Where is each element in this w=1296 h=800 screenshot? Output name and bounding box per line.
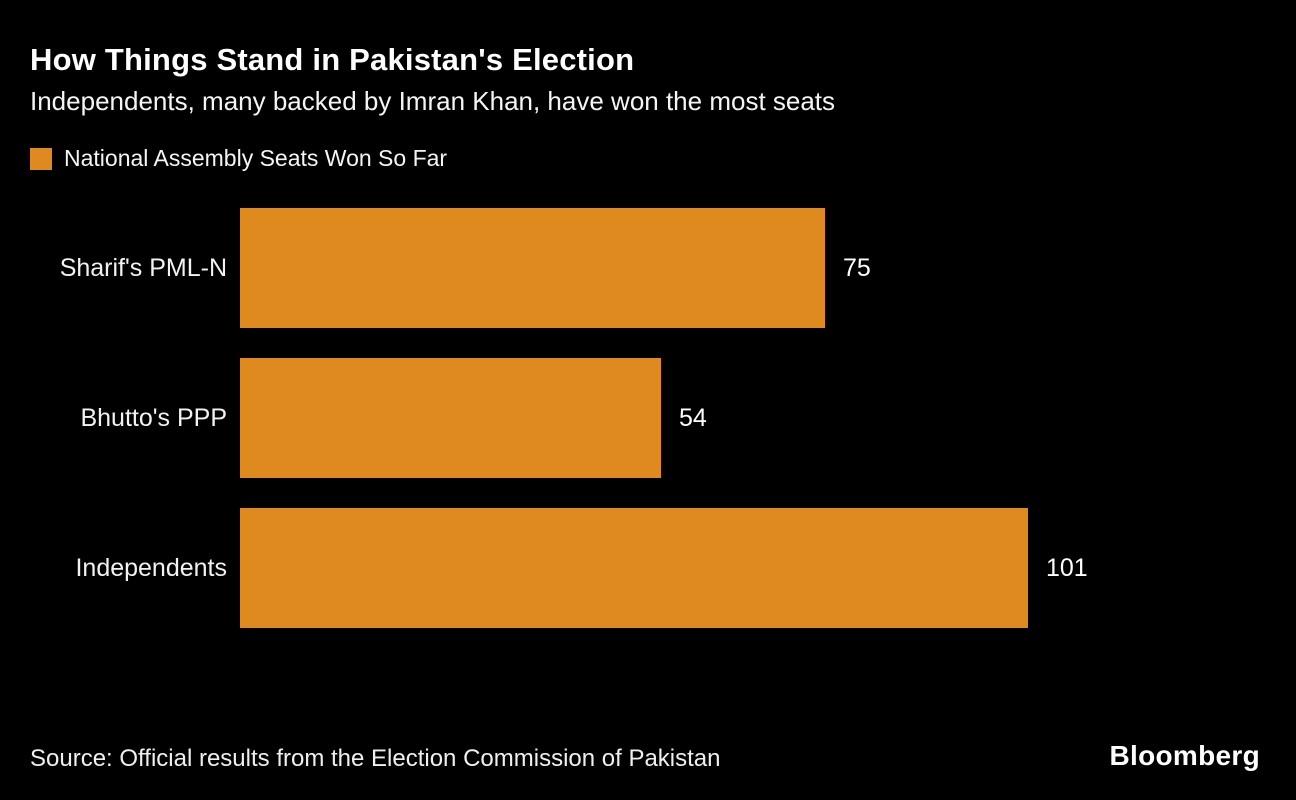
category-label: Independents [75, 553, 227, 582]
category-label: Bhutto's PPP [80, 403, 227, 432]
value-label: 101 [1046, 553, 1088, 582]
bar [240, 208, 825, 328]
source-note: Source: Official results from the Electi… [30, 745, 721, 772]
value-label: 75 [843, 253, 871, 282]
bar [240, 508, 1028, 628]
bar-row: Bhutto's PPP 54 [0, 358, 1296, 478]
bloomberg-logo: Bloomberg [1109, 740, 1260, 771]
bar-plot: Sharif's PML-N 75 Bhutto's PPP 54 Independen… [0, 208, 1296, 658]
bar [240, 358, 661, 478]
legend-label: National Assembly Seats Won So Far [64, 145, 448, 171]
chart-title: How Things Stand in Pakistan's Election [30, 42, 635, 77]
legend-swatch-icon [30, 147, 52, 170]
bar-row: Sharif's PML-N 75 [0, 208, 1296, 328]
bar-row: Independents 101 [0, 508, 1296, 628]
legend: National Assembly Seats Won So Far [30, 145, 447, 172]
category-label: Sharif's PML-N [59, 253, 227, 282]
chart-subtitle: Independents, many backed by Imran Khan,… [30, 86, 836, 116]
value-label: 54 [679, 403, 707, 432]
